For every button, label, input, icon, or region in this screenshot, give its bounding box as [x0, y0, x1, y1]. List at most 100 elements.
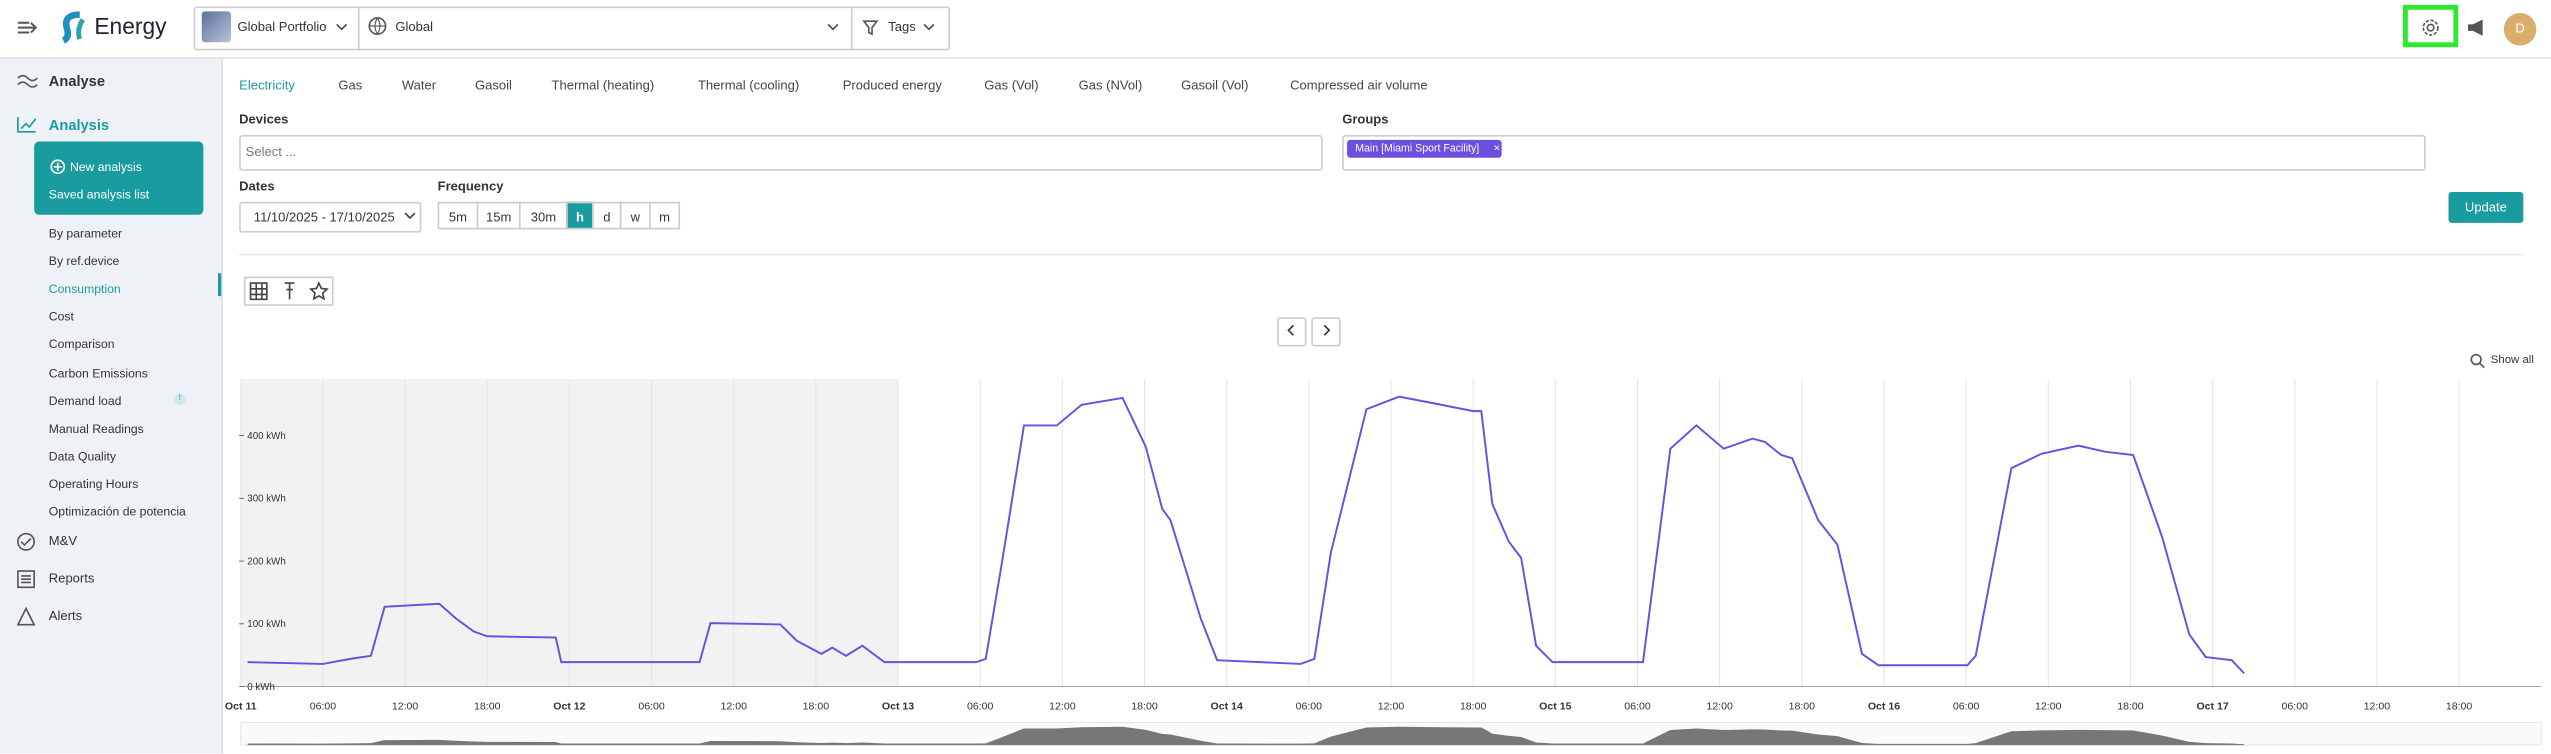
x-tick-label: 12:00: [2035, 700, 2062, 712]
update-button[interactable]: Update: [2448, 191, 2524, 223]
nav-item[interactable]: Demand load: [48, 393, 122, 408]
energy-tab[interactable]: Electricity: [239, 78, 295, 93]
data-line: [247, 395, 2245, 675]
chevron: [923, 23, 935, 31]
plus-icon: [50, 159, 66, 175]
selector-bar: [193, 6, 951, 51]
energy-tab[interactable]: Thermal (heating): [551, 78, 655, 93]
chevron: [827, 23, 839, 31]
energy-tab[interactable]: Gas: [338, 78, 363, 93]
x-tick-label: 12:00: [721, 700, 748, 712]
chevron: [404, 212, 416, 220]
nav-section[interactable]: Analyse: [48, 73, 105, 90]
nav-item[interactable]: By parameter: [48, 226, 123, 241]
nav-item[interactable]: Data Quality: [48, 448, 116, 464]
next-button[interactable]: [1311, 317, 1341, 347]
frequency-option[interactable]: h: [566, 201, 594, 230]
nav-item[interactable]: Consumption: [48, 281, 121, 297]
nav-item[interactable]: By ref.device: [48, 253, 120, 269]
alerts-icon: [16, 606, 36, 626]
favorite-button[interactable]: [309, 281, 329, 301]
saved-analysis[interactable]: Saved analysis list: [48, 187, 150, 202]
nav-section[interactable]: Reports: [48, 571, 95, 586]
devices-input[interactable]: [239, 135, 1323, 171]
nav-section[interactable]: Analysis: [48, 117, 110, 134]
settings-button[interactable]: [2421, 18, 2441, 38]
frequency-option[interactable]: 15m: [476, 201, 521, 230]
globe-icon: [368, 17, 387, 35]
x-tick-label: 06:00: [1624, 700, 1651, 712]
dates-value: 11/10/2025 - 17/10/2025: [253, 209, 395, 225]
prev-button[interactable]: [1277, 317, 1307, 347]
devices-label: Devices: [239, 112, 289, 127]
energy-tab[interactable]: Gasoil: [475, 78, 512, 93]
x-tick-label: 06:00: [2282, 700, 2309, 712]
frequency-label: Frequency: [437, 178, 504, 194]
sidebar: Analyse Analysis New analysis Saved anal…: [0, 58, 223, 754]
scope-select[interactable]: Global: [395, 19, 433, 35]
x-tick-label: 06:00: [310, 700, 337, 712]
tags-select[interactable]: Tags: [888, 19, 916, 35]
announcements-button[interactable]: [2466, 18, 2487, 38]
portfolio-select[interactable]: Global Portfolio: [237, 19, 327, 35]
active-indicator: [218, 273, 222, 297]
energy-tab[interactable]: Produced energy: [842, 78, 942, 93]
energy-tab[interactable]: Gasoil (Vol): [1181, 78, 1249, 93]
portfolio-thumb: [201, 11, 232, 43]
frequency-option[interactable]: d: [592, 201, 622, 230]
frequency-option[interactable]: 30m: [518, 201, 568, 230]
menu-toggle[interactable]: [16, 20, 39, 36]
x-tick-label: 12:00: [392, 700, 419, 712]
next-icon: [1323, 324, 1331, 336]
y-tick-label: 300 kWh: [247, 494, 285, 505]
avatar[interactable]: D: [2503, 13, 2537, 46]
x-tick-label: 06:00: [1953, 700, 1980, 712]
frequency-option[interactable]: 5m: [437, 201, 479, 230]
y-tick-label: 400 kWh: [247, 431, 285, 442]
chevron: [336, 23, 348, 31]
separator: [239, 253, 2524, 256]
nav-item[interactable]: Comparison: [48, 337, 115, 353]
devices-placeholder: Select ...: [245, 144, 297, 160]
energy-tab[interactable]: Gas (Vol): [984, 78, 1039, 93]
nav-item[interactable]: Manual Readings: [48, 420, 144, 436]
x-tick-label: Oct 17: [2196, 700, 2228, 712]
chip-remove[interactable]: ×: [1493, 143, 1501, 155]
energy-tab[interactable]: Compressed air volume: [1290, 78, 1428, 93]
nav-item[interactable]: Cost: [48, 309, 74, 325]
x-tick-label: Oct 12: [553, 700, 585, 712]
nav-section[interactable]: Alerts: [48, 608, 83, 624]
energy-tab[interactable]: Thermal (cooling): [697, 78, 800, 93]
x-tick-label: 12:00: [1706, 700, 1733, 712]
new-analysis[interactable]: New analysis: [69, 159, 142, 175]
nav-item[interactable]: Operating Hours: [48, 476, 139, 492]
show-all[interactable]: Show all: [2490, 354, 2534, 367]
analysis-icon: [17, 117, 37, 133]
dates-input[interactable]: [239, 201, 422, 233]
nav-item[interactable]: Carbon Emissions: [48, 365, 148, 380]
table-view-button[interactable]: [249, 281, 269, 301]
divider: [357, 6, 360, 51]
zoom-icon: [2470, 353, 2485, 369]
groups-input[interactable]: [1342, 135, 2426, 171]
frequency-option[interactable]: w: [619, 201, 651, 230]
x-tick-label: 06:00: [1296, 700, 1323, 712]
navigator-area: [247, 726, 2245, 746]
tariff-button[interactable]: [280, 281, 300, 301]
filter-icon: [862, 20, 879, 36]
chart-toolbar: [244, 276, 334, 306]
energy-tab[interactable]: Water: [401, 78, 437, 93]
x-tick-label: 18:00: [1131, 700, 1158, 712]
analysis-actions: [34, 141, 204, 215]
divider: [850, 6, 853, 51]
reports-icon: [17, 570, 35, 589]
frequency-option[interactable]: m: [649, 201, 681, 230]
energy-tab[interactable]: Gas (NVol): [1078, 78, 1143, 93]
x-tick-label: 18:00: [2117, 700, 2144, 712]
nav-section[interactable]: M&V: [48, 533, 78, 549]
nav-item[interactable]: Optimización de potencia: [48, 504, 186, 519]
x-tick-label: Oct 14: [1211, 700, 1243, 712]
